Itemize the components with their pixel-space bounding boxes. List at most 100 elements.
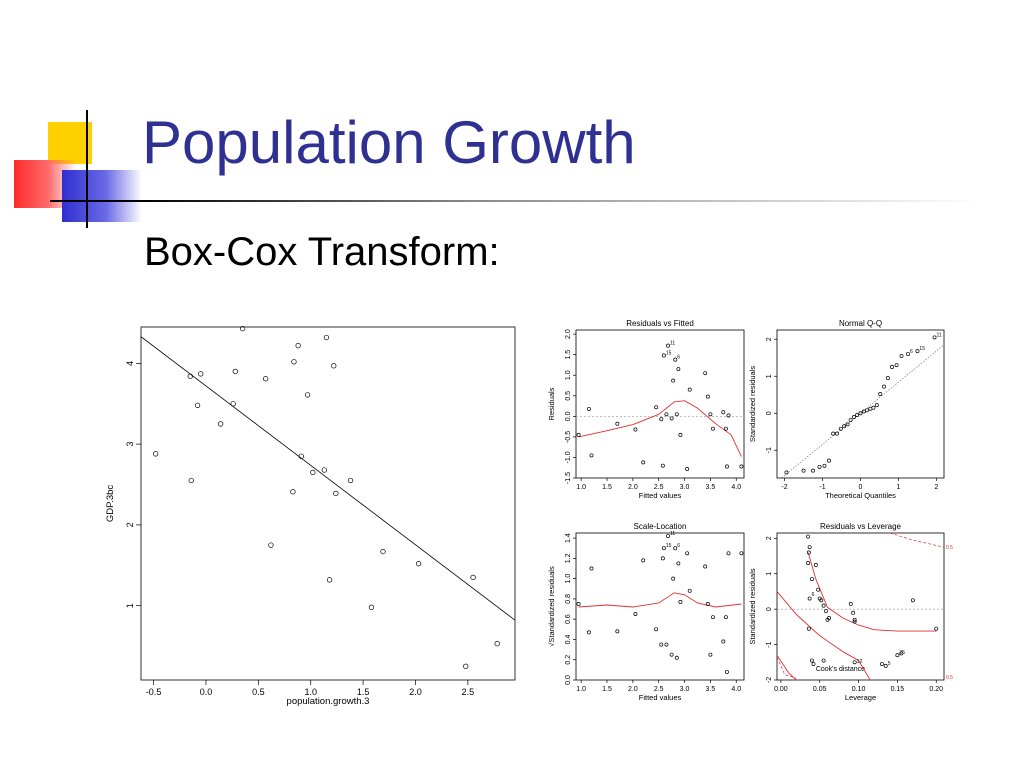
y-tick-label: 0 bbox=[766, 411, 773, 415]
data-point bbox=[848, 417, 853, 422]
data-point bbox=[589, 453, 594, 458]
data-point bbox=[705, 602, 710, 606]
y-axis-label: Standardized residuals bbox=[748, 366, 757, 443]
data-point bbox=[676, 367, 681, 372]
data-point bbox=[674, 412, 679, 417]
data-point bbox=[586, 406, 591, 411]
data-point bbox=[669, 652, 674, 657]
x-tick-label: 3.5 bbox=[706, 686, 716, 693]
data-point bbox=[470, 574, 476, 581]
x-tick-label: 0.10 bbox=[852, 686, 866, 693]
y-axis-label: Residuals bbox=[547, 387, 556, 420]
smooth-line bbox=[578, 400, 742, 457]
slide-subtitle: Box-Cox Transform: bbox=[144, 230, 500, 274]
data-point bbox=[806, 561, 811, 566]
x-tick-label: -2 bbox=[781, 484, 787, 491]
data-point bbox=[851, 610, 856, 615]
data-point bbox=[666, 343, 670, 348]
data-point bbox=[708, 652, 713, 657]
data-point bbox=[673, 357, 678, 362]
data-point bbox=[807, 596, 812, 601]
y-tick-label: 4 bbox=[125, 361, 135, 366]
data-point bbox=[821, 603, 826, 608]
x-tick-label: 0.0 bbox=[200, 687, 213, 697]
data-point bbox=[666, 534, 670, 538]
x-tick-label: 2.5 bbox=[462, 687, 475, 697]
data-point bbox=[879, 662, 884, 667]
data-point bbox=[659, 417, 664, 422]
data-point bbox=[678, 432, 683, 437]
data-point bbox=[845, 422, 850, 427]
y-tick-label: 0.0 bbox=[565, 675, 572, 685]
plot-frame bbox=[575, 329, 745, 479]
x-tick-label: 0.5 bbox=[252, 687, 265, 697]
x-tick-label: 1.0 bbox=[576, 484, 586, 491]
point-label: 6 bbox=[677, 355, 680, 361]
data-point bbox=[673, 546, 678, 551]
data-point bbox=[811, 662, 816, 667]
point-label: 6 bbox=[812, 592, 815, 598]
data-point bbox=[858, 411, 863, 416]
smooth-line bbox=[578, 592, 742, 608]
data-point bbox=[895, 653, 900, 658]
data-point bbox=[784, 470, 789, 475]
x-tick-label: 3.0 bbox=[680, 686, 690, 693]
data-point bbox=[633, 612, 638, 617]
data-point bbox=[852, 617, 857, 622]
data-point bbox=[153, 451, 159, 457]
slide-title: Population Growth bbox=[142, 109, 636, 176]
y-tick-label: 1 bbox=[766, 374, 773, 378]
data-point bbox=[885, 376, 890, 381]
data-point bbox=[298, 453, 304, 459]
data-point bbox=[187, 373, 193, 379]
data-point bbox=[463, 663, 469, 669]
data-point bbox=[230, 401, 236, 407]
smooth-line bbox=[777, 654, 797, 680]
x-axis-label: Fitted values bbox=[639, 693, 682, 702]
data-point bbox=[711, 426, 715, 431]
y-tick-label: -1 bbox=[766, 641, 773, 647]
data-point bbox=[198, 371, 204, 377]
data-point bbox=[671, 378, 676, 383]
data-point bbox=[813, 562, 818, 567]
cooks-contour-label: 0.5 bbox=[946, 545, 953, 551]
data-point bbox=[827, 458, 831, 463]
x-axis-label: Fitted values bbox=[639, 491, 682, 500]
data-point bbox=[661, 546, 666, 551]
data-point bbox=[291, 359, 297, 365]
y-tick-label: 0.0 bbox=[565, 411, 572, 421]
plot-title: Residuals vs Fitted bbox=[626, 319, 694, 328]
plot-rvf: Residuals vs Fitted 1.0 1.5 2.0 2.5 3.0 3.5 4.0… bbox=[547, 319, 745, 500]
point-label: 11 bbox=[670, 341, 675, 347]
data-point bbox=[806, 626, 811, 631]
y-tick-label: 2 bbox=[766, 337, 773, 341]
qq-reference-line bbox=[780, 344, 944, 478]
x-tick-label: 0.20 bbox=[929, 686, 943, 693]
plot-rvl: Residuals vs Leverage 0.00 0.05 0.10 0.15 0.2… bbox=[748, 522, 953, 702]
data-point bbox=[347, 477, 354, 484]
data-point bbox=[721, 639, 726, 644]
x-tick-label: 4.0 bbox=[731, 484, 741, 491]
point-label: 11 bbox=[670, 531, 675, 537]
point-label: 25 bbox=[899, 650, 905, 656]
data-point bbox=[263, 376, 269, 382]
data-point bbox=[368, 604, 375, 610]
cooks-distance-upper bbox=[889, 533, 944, 548]
x-tick-label: 1.0 bbox=[304, 687, 317, 697]
plot-title: Scale-Location bbox=[634, 522, 687, 531]
x-tick-label: 2.0 bbox=[628, 686, 638, 693]
data-point bbox=[687, 387, 692, 392]
data-point bbox=[615, 421, 620, 426]
data-point bbox=[326, 577, 333, 583]
y-axis-label: Standardized residuals bbox=[748, 568, 757, 645]
point-label: 15 bbox=[666, 350, 672, 356]
data-point bbox=[723, 615, 728, 620]
data-point bbox=[703, 371, 708, 376]
data-point bbox=[852, 415, 856, 419]
y-tick-label: 3 bbox=[125, 442, 135, 447]
data-point bbox=[723, 426, 728, 431]
data-point bbox=[674, 655, 679, 660]
smooth-line bbox=[807, 552, 937, 632]
y-tick-label: 2.0 bbox=[565, 329, 572, 339]
plot-frame bbox=[575, 532, 745, 681]
